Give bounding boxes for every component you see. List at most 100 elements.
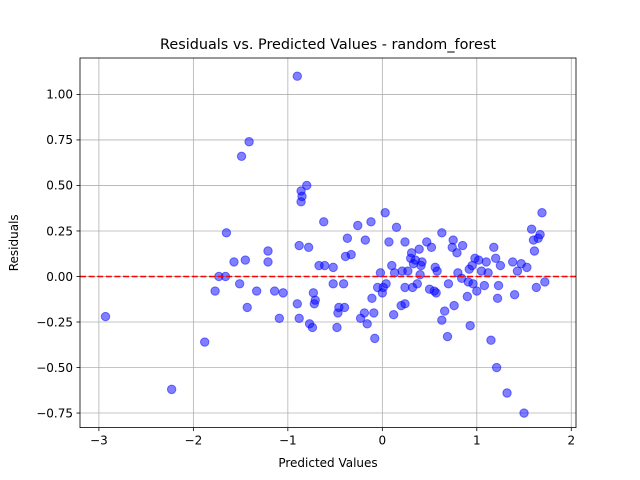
y-tick-label: 0.50: [46, 179, 73, 193]
data-point: [332, 322, 342, 333]
y-tick-label: 1.00: [46, 88, 73, 102]
x-tick-label: −2: [185, 434, 203, 448]
y-axis-label: Residuals: [7, 214, 21, 271]
data-point: [512, 266, 523, 276]
data-point: [472, 286, 482, 296]
data-point: [473, 255, 484, 265]
data-point: [414, 244, 424, 254]
data-point: [417, 257, 427, 267]
data-point: [442, 331, 453, 342]
data-point: [522, 262, 532, 273]
x-axis-label: Predicted Values: [278, 456, 377, 470]
data-point: [359, 308, 370, 318]
data-point: [328, 262, 338, 273]
data-point: [338, 279, 349, 289]
data-point: [234, 279, 245, 289]
data-point: [370, 333, 380, 344]
data-point: [294, 240, 304, 251]
y-tick-label: −0.75: [36, 406, 73, 420]
data-points: [100, 71, 550, 418]
plot-frame: [79, 57, 577, 429]
data-point: [236, 151, 247, 162]
data-point: [492, 293, 503, 304]
data-point: [240, 255, 251, 265]
data-point: [537, 208, 547, 218]
data-point: [388, 310, 399, 320]
data-point: [415, 269, 425, 280]
axis-ticks: −3 −2 −1 0 1 2 −0.75 −0.50 −0.25 0.00 0.25 0.50 0.75…: [36, 88, 575, 448]
data-point: [431, 288, 441, 298]
data-point: [251, 286, 262, 296]
data-point: [452, 248, 462, 258]
data-point: [269, 286, 280, 296]
data-point: [303, 242, 314, 253]
data-point: [366, 217, 376, 227]
data-point: [328, 279, 338, 289]
data-point: [406, 248, 417, 258]
data-point: [391, 222, 402, 233]
data-point: [278, 288, 288, 298]
data-point: [468, 279, 478, 289]
data-point: [531, 282, 542, 293]
grid: [80, 58, 576, 428]
data-point: [294, 313, 304, 324]
y-tick-label: −0.25: [36, 315, 73, 329]
data-point: [367, 293, 377, 304]
data-point: [274, 313, 285, 324]
data-point: [493, 280, 504, 291]
data-point: [535, 229, 545, 240]
data-point: [412, 279, 422, 289]
y-tick-label: 0.25: [46, 224, 73, 238]
y-tick-label: 0.00: [46, 270, 73, 284]
y-tick-label: 0.75: [46, 133, 73, 147]
data-point: [540, 277, 550, 287]
data-point: [100, 311, 111, 322]
data-point: [439, 306, 450, 316]
data-point: [353, 220, 363, 231]
data-point: [479, 280, 490, 291]
data-point: [200, 337, 210, 347]
data-point: [449, 300, 459, 311]
data-point: [443, 279, 454, 289]
data-point: [403, 266, 413, 276]
data-point: [437, 315, 447, 325]
data-point: [489, 242, 499, 253]
data-point: [437, 228, 447, 238]
x-tick-label: 1: [473, 434, 481, 448]
data-point: [307, 322, 318, 333]
data-point: [221, 228, 232, 238]
data-point: [302, 180, 312, 191]
data-point: [380, 208, 390, 218]
data-point: [529, 246, 540, 256]
data-point: [502, 388, 512, 398]
data-point: [509, 289, 520, 300]
data-point: [481, 257, 491, 267]
data-point: [491, 362, 502, 373]
data-point: [486, 335, 496, 345]
data-point: [319, 260, 330, 271]
data-point: [292, 299, 302, 309]
data-point: [526, 224, 537, 234]
x-tick-label: −1: [279, 434, 297, 448]
data-point: [490, 253, 501, 263]
data-point: [310, 295, 320, 305]
data-point: [263, 246, 273, 256]
data-point: [462, 291, 473, 302]
data-point: [465, 320, 475, 331]
data-point: [342, 233, 353, 243]
data-point: [508, 257, 518, 267]
y-tick-label: −0.50: [36, 361, 73, 375]
data-point: [432, 266, 442, 276]
data-point: [381, 279, 391, 289]
x-tick-label: 2: [567, 434, 575, 448]
x-tick-label: 0: [379, 434, 387, 448]
data-point: [426, 242, 437, 253]
x-tick-label: −3: [90, 434, 108, 448]
data-point: [362, 319, 372, 329]
data-point: [448, 235, 458, 245]
data-point: [519, 408, 529, 418]
data-point: [346, 249, 356, 260]
data-point: [319, 217, 329, 227]
